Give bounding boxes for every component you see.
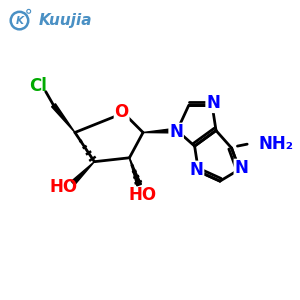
Text: N: N — [169, 124, 183, 142]
Polygon shape — [52, 104, 75, 133]
Text: NH₂: NH₂ — [259, 135, 294, 153]
Text: Kuujia: Kuujia — [39, 13, 92, 28]
Text: K: K — [16, 16, 23, 26]
Text: HO: HO — [129, 186, 157, 204]
Polygon shape — [129, 158, 141, 186]
Polygon shape — [71, 162, 94, 185]
Text: HO: HO — [49, 178, 77, 196]
Text: Cl: Cl — [29, 77, 47, 95]
Text: N: N — [234, 160, 248, 178]
Text: O: O — [115, 103, 129, 121]
Text: N: N — [190, 161, 203, 179]
Text: N: N — [206, 94, 220, 112]
Polygon shape — [143, 128, 177, 133]
